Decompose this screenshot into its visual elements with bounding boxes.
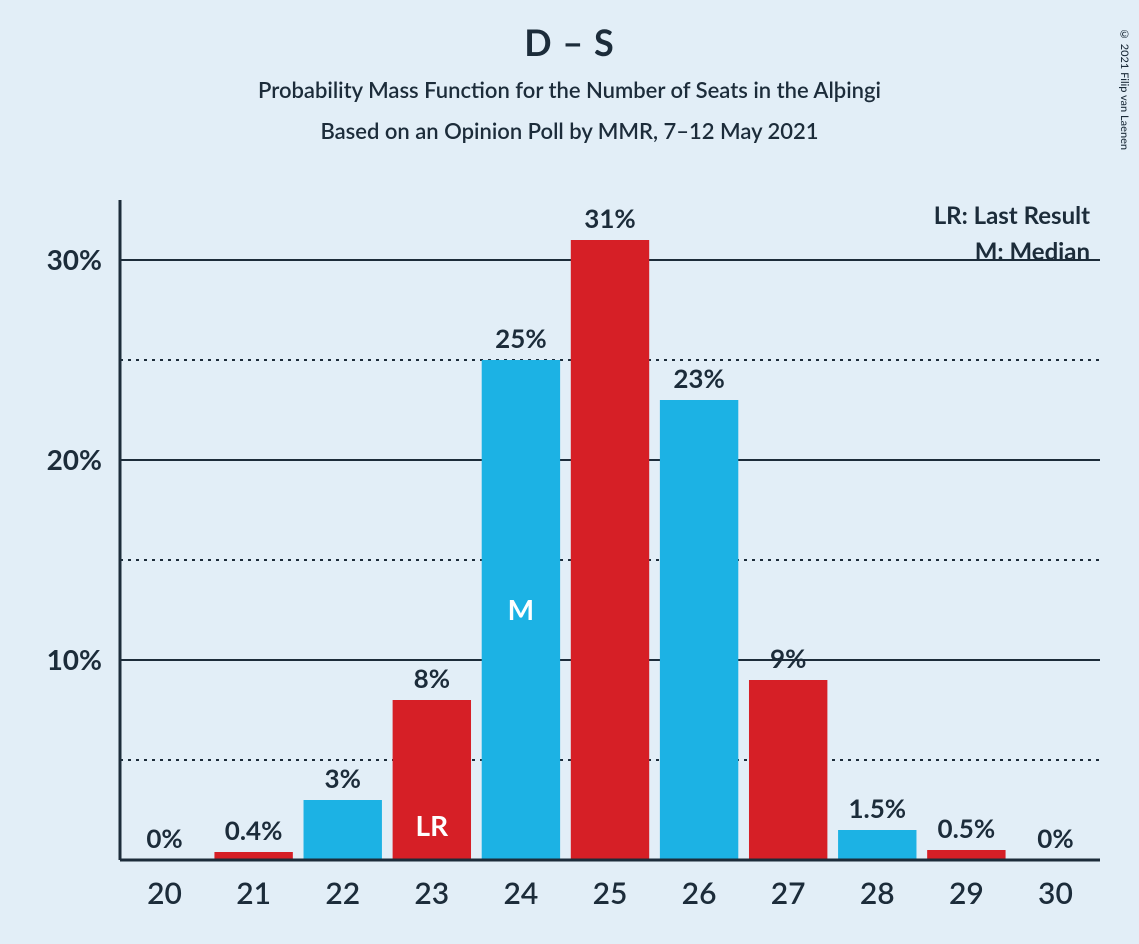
legend-m: M: Median	[975, 237, 1090, 266]
bar-marker-m: M	[508, 592, 534, 626]
x-tick-label: 27	[771, 875, 806, 911]
x-tick-label: 29	[949, 875, 984, 911]
bar-value-label: 3%	[325, 762, 361, 794]
bar-value-label: 9%	[770, 642, 806, 674]
x-tick-label: 25	[593, 875, 628, 911]
pmf-bar-chart: 10% 20% 30% 0% 20 0.4% 21 3% 22 8% 23 LR 25% 24 M 31% 25…	[0, 180, 1139, 920]
copyright-text: © 2021 Filip van Laenen	[1118, 28, 1131, 150]
bar	[304, 800, 382, 860]
bar	[749, 680, 827, 860]
bar-value-label: 8%	[414, 662, 450, 694]
bar	[838, 830, 916, 860]
x-tick-label: 24	[504, 875, 539, 911]
bar-value-label: 0%	[1037, 822, 1073, 854]
x-tick-label: 21	[236, 875, 271, 911]
chart-subtitle-1: Probability Mass Function for the Number…	[0, 76, 1139, 103]
x-tick-label: 22	[325, 875, 360, 911]
x-tick-label: 28	[860, 875, 895, 911]
x-tick-label: 20	[147, 875, 182, 911]
bar-value-label: 1.5%	[848, 792, 906, 824]
x-tick-label: 26	[682, 875, 717, 911]
bar-value-label: 0%	[146, 822, 182, 854]
bar	[660, 400, 738, 860]
chart-subtitle-2: Based on an Opinion Poll by MMR, 7–12 Ma…	[0, 117, 1139, 144]
bar-marker-lr: LR	[416, 808, 450, 842]
chart-title: D – S	[0, 20, 1139, 64]
y-tick-label: 20%	[47, 442, 102, 476]
y-tick-label: 10%	[47, 642, 102, 676]
bar-value-label: 25%	[495, 322, 546, 354]
bar-value-label: 0.5%	[938, 812, 996, 844]
bar-value-label: 0.4%	[225, 814, 283, 846]
bar	[571, 240, 649, 860]
bar-value-label: 31%	[584, 202, 635, 234]
y-tick-label: 30%	[47, 242, 102, 276]
x-tick-label: 23	[414, 875, 449, 911]
bar-value-label: 23%	[673, 362, 724, 394]
legend-lr: LR: Last Result	[934, 201, 1090, 230]
x-tick-label: 30	[1038, 875, 1073, 911]
chart-container: 10% 20% 30% 0% 20 0.4% 21 3% 22 8% 23 LR 25% 24 M 31% 25…	[0, 180, 1139, 920]
